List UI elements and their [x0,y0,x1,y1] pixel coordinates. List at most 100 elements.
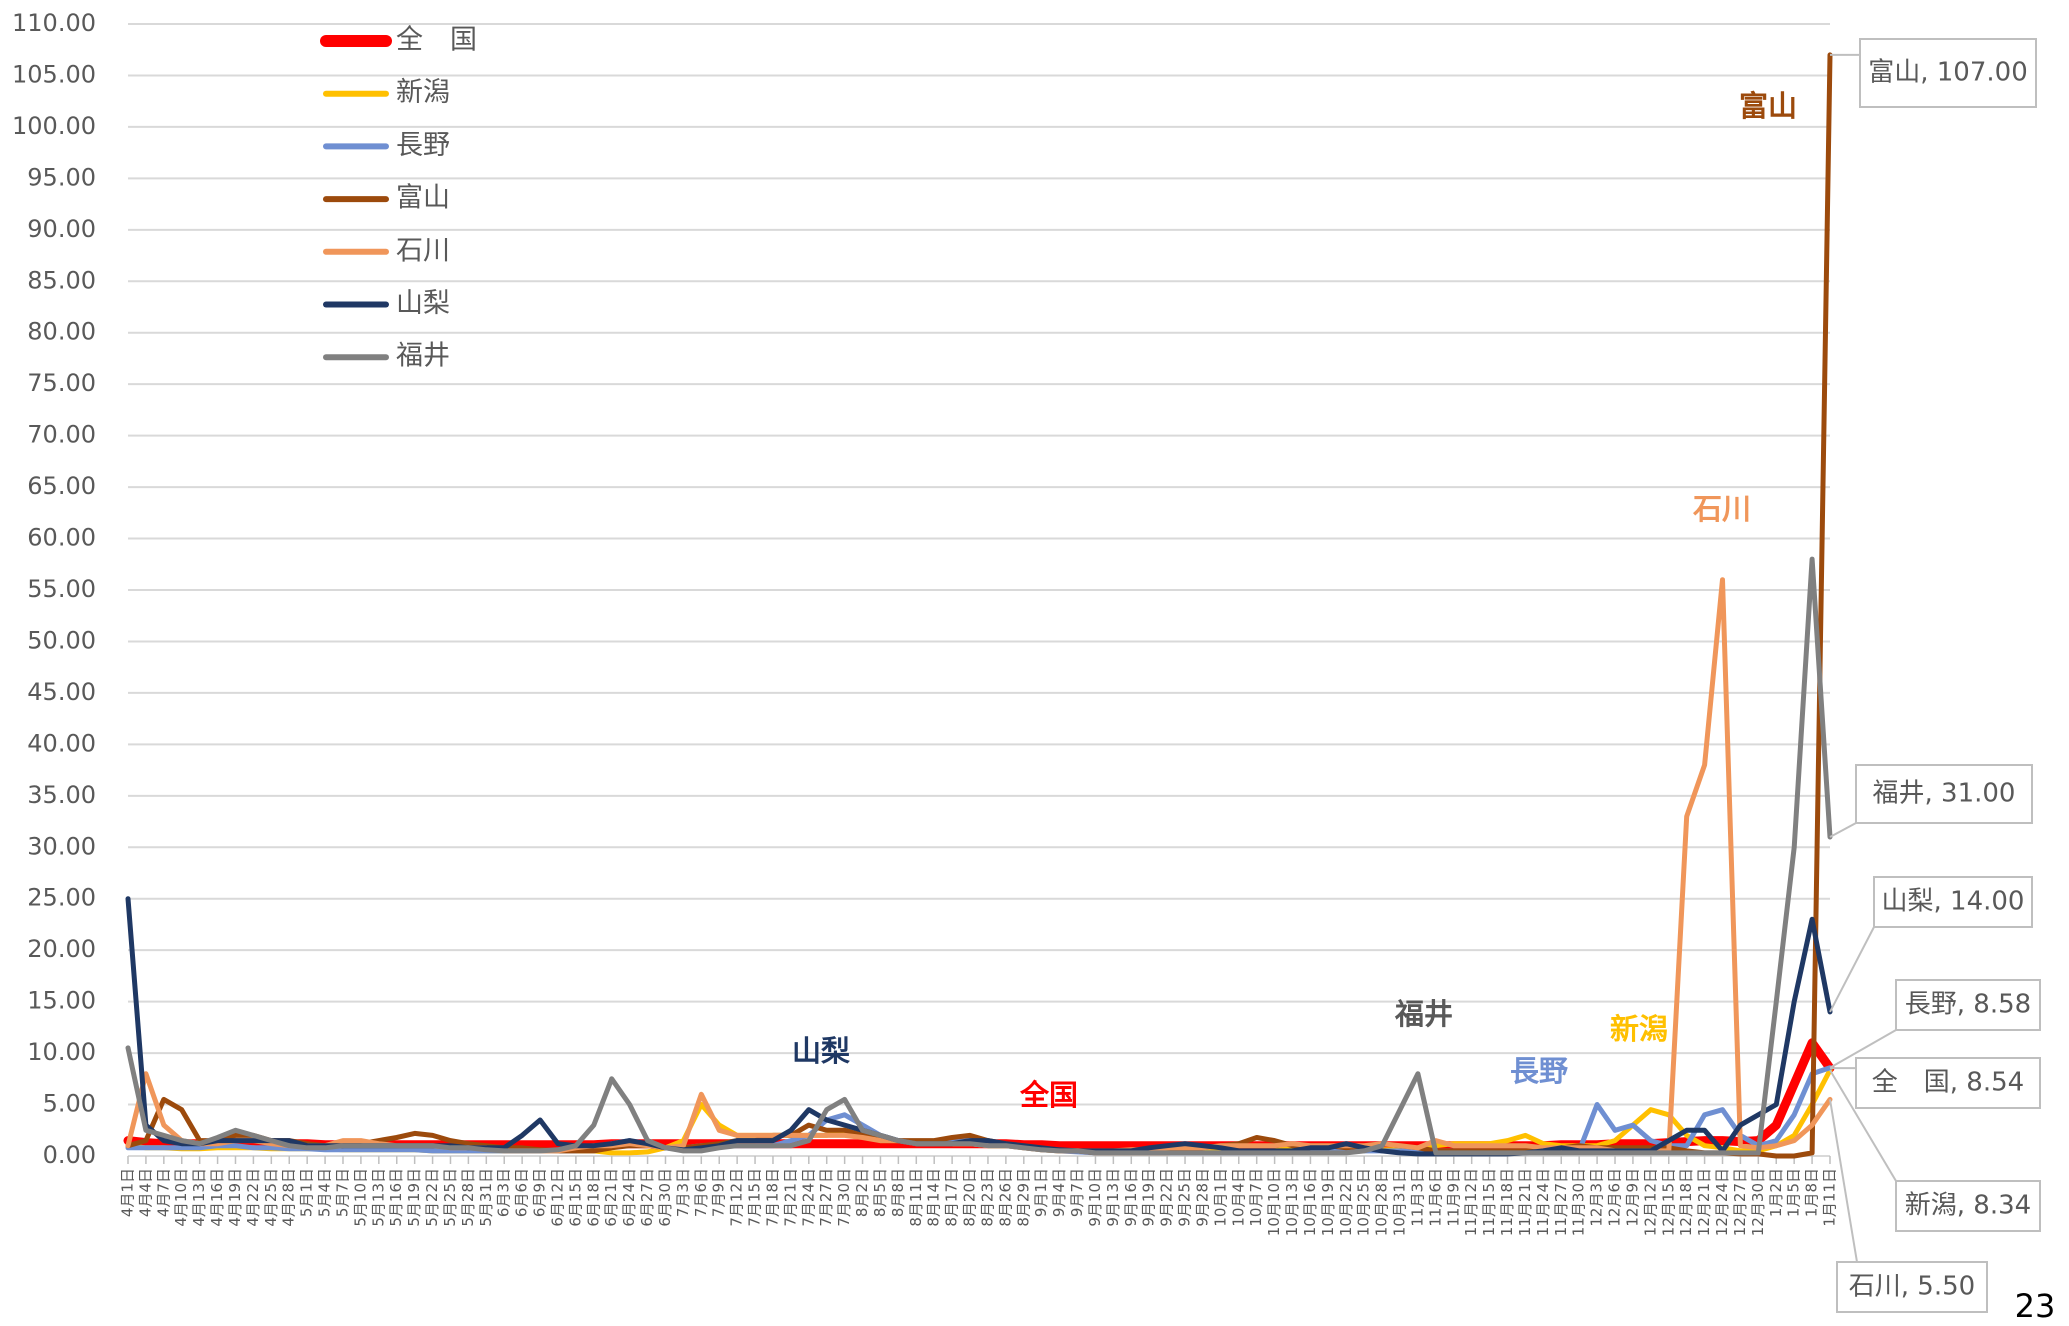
x-tick-label: 11月30日 [1570,1168,1588,1236]
y-tick-label: 0.00 [43,1141,96,1169]
x-tick-label: 11月27日 [1552,1168,1570,1236]
x-tick-label: 4月16日 [208,1168,226,1227]
x-tick-label: 5月22日 [423,1168,441,1227]
callout-box [1895,979,2041,1031]
y-tick-label: 75.00 [27,369,96,397]
x-tick-label: 12月21日 [1695,1168,1713,1236]
x-tick-label: 6月12日 [548,1168,566,1227]
annotation: 山梨 [792,1034,850,1068]
callout-label: 富山, 107.00 [1868,58,2028,88]
plot-lines [123,52,1835,1159]
x-tick-label: 7月3日 [674,1168,692,1217]
x-tick-label: 9月13日 [1104,1168,1122,1227]
x-tick-label: 10月10日 [1265,1168,1283,1236]
x-tick-label: 11月3日 [1408,1168,1426,1227]
annotation: 長野 [1510,1054,1568,1088]
x-tick-label: 10月28日 [1373,1168,1391,1236]
x-tick-label: 9月1日 [1032,1168,1050,1217]
y-tick-label: 40.00 [27,729,96,757]
legend-label: 石川 [396,235,450,266]
y-tick-label: 70.00 [27,421,96,449]
callout-leader [1829,822,1857,838]
x-tick-label: 10月7日 [1247,1168,1265,1227]
x-tick-label: 7月21日 [781,1168,799,1227]
x-tick-label: 5月10日 [351,1168,369,1227]
legend-label: 富山 [396,183,450,214]
y-tick-label: 65.00 [27,472,96,500]
y-tick-label: 50.00 [27,626,96,654]
x-tick-label: 7月6日 [692,1168,710,1217]
x-tick-label: 8月8日 [889,1168,907,1217]
x-tick-label: 6月6日 [513,1168,531,1217]
series-line [125,896,1833,1157]
x-tick-label: 11月24日 [1534,1168,1552,1236]
y-tick-label: 85.00 [27,266,96,294]
x-tick-label: 5月28日 [459,1168,477,1227]
annotation: 新潟 [1610,1012,1668,1046]
y-tick-label: 20.00 [27,935,96,963]
x-tick-label: 9月7日 [1068,1168,1086,1217]
x-tick-label: 12月24日 [1713,1168,1731,1236]
x-tick-label: 1月11日 [1821,1168,1839,1227]
x-tick-label: 11月21日 [1516,1168,1534,1236]
x-tick-label: 12月15日 [1659,1168,1677,1236]
y-tick-label: 100.00 [12,112,96,140]
grid: 0.00 5.00 10.00 15.00 20.00 25.00 30.00 35.00 40… [12,9,1838,1236]
callout-label: 福井, 31.00 [1873,779,2016,809]
x-tick-label: 12月18日 [1677,1168,1695,1236]
annotation: 福井 [1394,997,1453,1031]
y-tick-label: 25.00 [27,884,96,912]
annotation: 石川 [1692,492,1751,526]
x-tick-label: 8月23日 [978,1168,996,1227]
x-tick-label: 8月2日 [853,1168,871,1217]
annotation: 富山 [1739,89,1797,123]
y-tick-label: 80.00 [27,318,96,346]
x-tick-label: 12月9日 [1623,1168,1641,1227]
x-tick-label: 9月16日 [1122,1168,1140,1227]
x-tick-label: 9月19日 [1140,1168,1158,1227]
x-tick-label: 7月24日 [799,1168,817,1227]
x-tick-label: 10月4日 [1229,1168,1247,1227]
x-tick-label: 8月14日 [925,1168,943,1227]
x-tick-label: 7月15日 [746,1168,764,1227]
x-tick-label: 4月4日 [136,1168,154,1217]
callout-leader [1829,1099,1858,1263]
x-tick-label: 5月16日 [387,1168,405,1227]
y-tick-label: 55.00 [27,575,96,603]
x-tick-label: 6月30日 [656,1168,674,1227]
y-tick-label: 5.00 [43,1090,96,1118]
x-tick-label: 4月28日 [280,1168,298,1227]
x-tick-label: 6月9日 [531,1168,549,1217]
callout-box [1859,38,2037,108]
callout-label: 山梨, 14.00 [1882,887,2025,917]
legend-label: 長野 [396,130,450,161]
x-tick-label: 12月3日 [1588,1168,1606,1227]
x-tick-label: 10月1日 [1211,1168,1229,1227]
x-tick-label: 7月30日 [835,1168,853,1227]
x-tick-label: 12月27日 [1731,1168,1749,1236]
x-tick-label: 5月13日 [369,1168,387,1227]
x-tick-label: 11月12日 [1462,1168,1480,1236]
legend-label: 山梨 [396,288,450,319]
legend-label: 福井 [396,341,450,372]
x-tick-label: 10月16日 [1301,1168,1319,1236]
x-tick-label: 5月4日 [316,1168,334,1217]
x-tick-label: 10月25日 [1355,1168,1373,1236]
x-tick-label: 4月19日 [226,1168,244,1227]
x-tick-label: 10月19日 [1319,1168,1337,1236]
x-tick-label: 1月8日 [1803,1168,1821,1217]
y-tick-label: 30.00 [27,832,96,860]
x-tick-label: 9月22日 [1158,1168,1176,1227]
series-line [125,556,1833,1156]
x-tick-label: 10月22日 [1337,1168,1355,1236]
x-tick-label: 6月18日 [584,1168,602,1227]
x-tick-label: 6月21日 [602,1168,620,1227]
x-tick-label: 12月6日 [1606,1168,1624,1227]
x-tick-label: 8月17日 [943,1168,961,1227]
x-tick-label: 8月5日 [871,1168,889,1217]
x-tick-label: 4月25日 [262,1168,280,1227]
annotation: 全国 [1019,1078,1078,1112]
y-tick-label: 60.00 [27,524,96,552]
